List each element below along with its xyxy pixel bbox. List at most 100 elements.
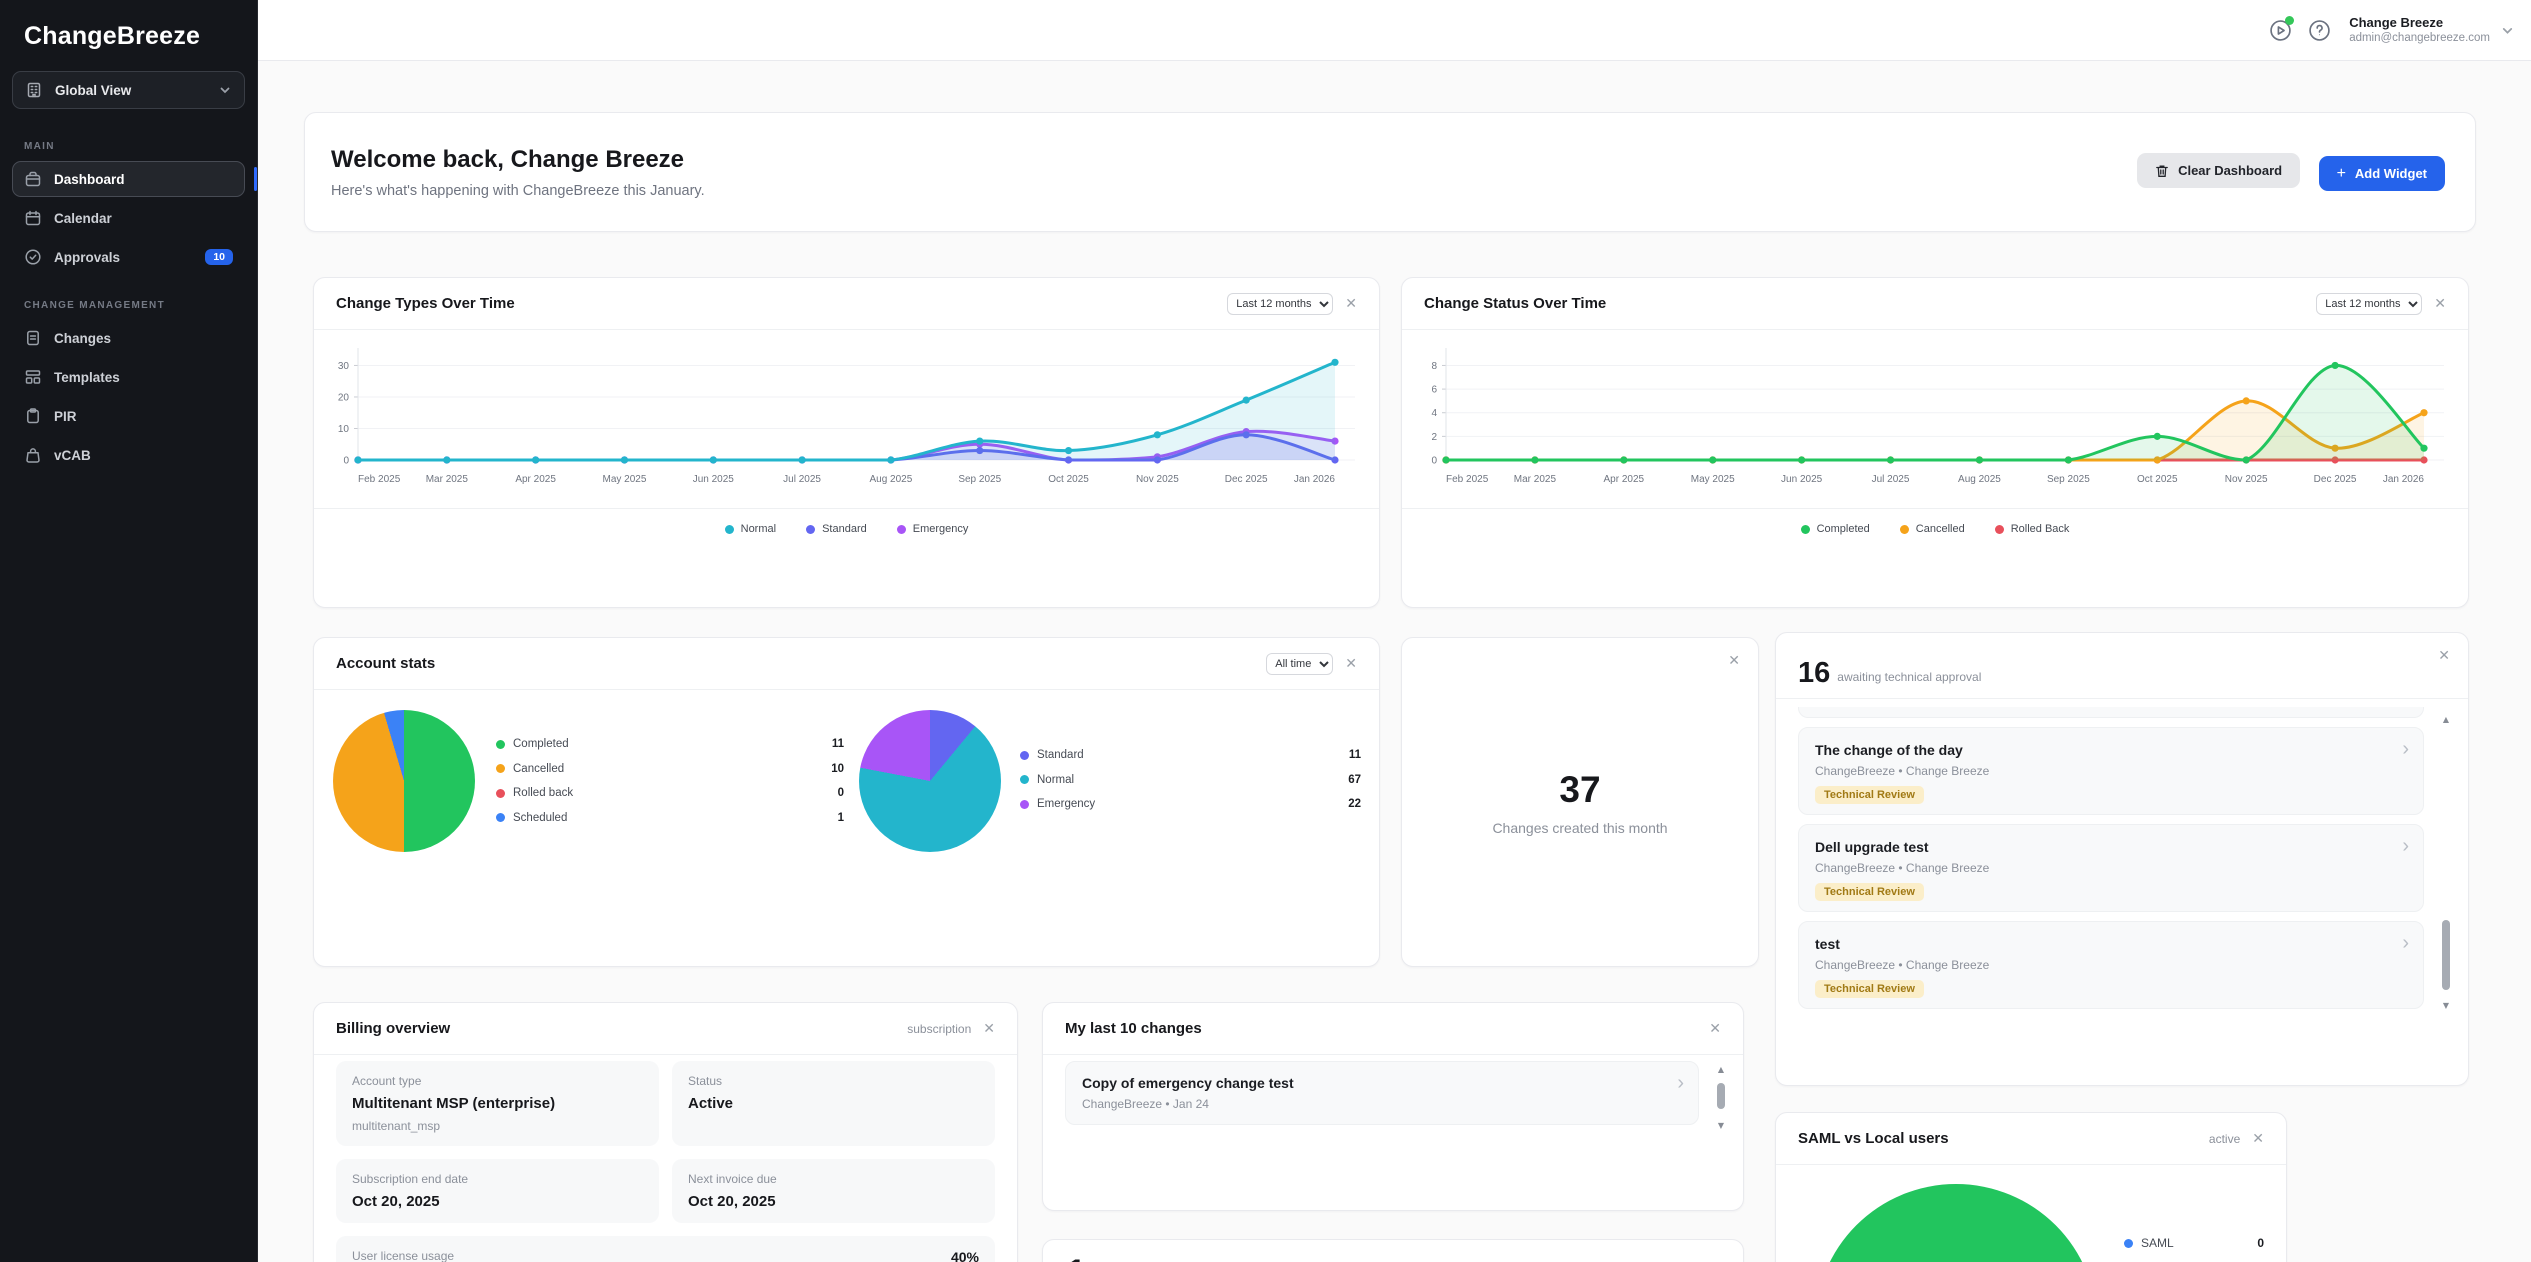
sidebar-item-label: Approvals (54, 250, 120, 265)
legend-dot (496, 740, 505, 749)
svg-text:Oct 2025: Oct 2025 (1048, 474, 1089, 485)
org-switcher[interactable]: Global View (12, 71, 245, 109)
scroll-up-icon[interactable]: ▲ (1718, 1065, 1724, 1075)
svg-text:8: 8 (1431, 361, 1437, 372)
approval-item-partial[interactable] (1798, 707, 2424, 718)
legend-item-scheduled: Scheduled1 (496, 806, 844, 831)
svg-text:Feb 2025: Feb 2025 (1446, 474, 1489, 485)
saml-pie-legend: SAML0 (2124, 1231, 2264, 1256)
legend-label: SAML (2141, 1236, 2174, 1250)
sidebar-item-changes[interactable]: Changes (12, 320, 245, 356)
plus-icon: + (2337, 169, 2346, 179)
range-select[interactable]: All time (1266, 653, 1333, 675)
welcome-subtitle: Here's what's happening with ChangeBreez… (331, 183, 705, 199)
widget-header: SAML vs Local users active ✕ (1776, 1113, 2286, 1165)
range-select[interactable]: Last 12 months (1227, 293, 1333, 315)
svg-text:Jul 2025: Jul 2025 (1872, 474, 1910, 485)
widget-title: SAML vs Local users (1798, 1130, 1949, 1147)
add-widget-button[interactable]: + Add Widget (2319, 156, 2445, 191)
range-select[interactable]: Last 12 months (2316, 293, 2422, 315)
templates-icon (24, 368, 42, 386)
chevron-right-icon: › (1677, 1072, 1684, 1095)
type-pie-chart (859, 710, 1001, 852)
topbar: Change Breeze admin@changebreeze.com (257, 0, 2531, 61)
close-icon[interactable]: ✕ (983, 1022, 995, 1036)
chart-legend: NormalStandardEmergency (314, 508, 1379, 535)
svg-text:Feb 2025: Feb 2025 (358, 474, 401, 485)
scrollbar-thumb[interactable] (2442, 920, 2450, 990)
scroll-down-icon[interactable]: ▼ (1718, 1121, 1724, 1131)
nav-section-title: MAIN (0, 119, 257, 158)
usage-value: 40% (951, 1249, 979, 1262)
scroll-down-icon[interactable]: ▼ (2443, 1001, 2449, 1011)
scrollbar[interactable]: ▲ ▼ (1715, 1065, 1727, 1131)
sidebar-item-vcab[interactable]: vCAB (12, 437, 245, 473)
close-icon[interactable]: ✕ (1728, 654, 1740, 668)
widget-title: Change Status Over Time (1424, 295, 1606, 312)
legend-value: 10 (831, 763, 844, 775)
approval-list-item[interactable]: testChangeBreeze • Change BreezeTechnica… (1798, 921, 2424, 1009)
briefcase-icon (24, 170, 42, 188)
widget-header: My last 10 changes ✕ (1043, 1003, 1743, 1055)
field-label: Subscription end date (352, 1172, 643, 1186)
sidebar-item-label: Dashboard (54, 172, 125, 187)
field-label: User license usage (352, 1249, 454, 1262)
close-icon[interactable]: ✕ (2434, 297, 2446, 311)
widget-awaiting-approval: 16 awaiting technical approval ✕ The cha… (1775, 632, 2469, 1086)
chevron-down-icon[interactable] (2500, 23, 2515, 38)
sidebar-item-approvals[interactable]: Approvals10 (12, 239, 245, 275)
legend-label: Rolled Back (2011, 523, 2070, 535)
legend-label: Scheduled (513, 812, 567, 824)
legend-item-emergency: Emergency (897, 523, 969, 535)
svg-text:Aug 2025: Aug 2025 (869, 474, 912, 485)
approval-list-item[interactable]: Dell upgrade testChangeBreeze • Change B… (1798, 824, 2424, 912)
approval-list-item[interactable]: The change of the dayChangeBreeze • Chan… (1798, 727, 2424, 815)
legend-dot (1801, 525, 1810, 534)
close-icon[interactable]: ✕ (1709, 1022, 1721, 1036)
close-icon[interactable]: ✕ (1345, 297, 1357, 311)
dashboard-main: Welcome back, Change Breeze Here's what'… (257, 61, 2531, 1262)
svg-text:0: 0 (343, 456, 349, 467)
sidebar-item-calendar[interactable]: Calendar (12, 200, 245, 236)
widget-change-types-over-time: Change Types Over Time Last 12 months ✕ … (313, 277, 1380, 608)
widget-partial-bottom: 1 (1042, 1239, 1744, 1262)
product-tour-icon[interactable] (2269, 19, 2292, 42)
clear-dashboard-button[interactable]: Clear Dashboard (2137, 153, 2300, 188)
widget-tag: subscription (907, 1022, 971, 1036)
legend-item-saml: SAML0 (2124, 1231, 2264, 1256)
legend-value: 0 (838, 787, 844, 799)
scrollbar-thumb[interactable] (1717, 1083, 1725, 1109)
sidebar-item-pir[interactable]: PIR (12, 398, 245, 434)
sidebar-item-label: Changes (54, 331, 111, 346)
svg-text:Jan 2026: Jan 2026 (1294, 474, 1336, 485)
chevron-down-icon (218, 83, 232, 97)
sidebar-item-label: PIR (54, 409, 77, 424)
widget-title: Account stats (336, 655, 435, 672)
legend-value: 11 (832, 738, 844, 750)
svg-text:10: 10 (338, 424, 350, 435)
legend-value: 67 (1348, 774, 1361, 786)
scrollbar[interactable]: ▲ ▼ (2440, 715, 2452, 1011)
widget-title: Billing overview (336, 1020, 450, 1037)
close-icon[interactable]: ✕ (2438, 649, 2450, 663)
user-menu[interactable]: Change Breeze admin@changebreeze.com (2349, 15, 2490, 46)
type-pie-legend: Standard11Normal67Emergency22 (1020, 743, 1361, 817)
clear-dashboard-label: Clear Dashboard (2178, 163, 2282, 178)
legend-label: Cancelled (513, 763, 564, 775)
change-status-line-chart: 02468Feb 2025Mar 2025Apr 2025May 2025Jun… (1402, 336, 2468, 504)
scroll-up-icon[interactable]: ▲ (2443, 715, 2449, 725)
close-icon[interactable]: ✕ (2252, 1132, 2264, 1146)
approvals-count: 16 (1798, 660, 1830, 686)
user-email: admin@changebreeze.com (2349, 31, 2490, 45)
widget-changes-created: ✕ 37 Changes created this month (1401, 637, 1759, 967)
close-icon[interactable]: ✕ (1345, 657, 1357, 671)
widget-saml-vs-local: SAML vs Local users active ✕ SAML0 (1775, 1112, 2287, 1262)
sidebar-item-dashboard[interactable]: Dashboard (12, 161, 245, 197)
building-icon (25, 81, 43, 99)
legend-label: Emergency (913, 523, 969, 535)
help-icon[interactable] (2308, 19, 2331, 42)
change-list-item[interactable]: Copy of emergency change test ChangeBree… (1065, 1061, 1699, 1125)
sidebar: ChangeBreeze Global View MAINDashboardCa… (0, 0, 258, 1262)
sidebar-item-templates[interactable]: Templates (12, 359, 245, 395)
svg-text:Sep 2025: Sep 2025 (958, 474, 1001, 485)
